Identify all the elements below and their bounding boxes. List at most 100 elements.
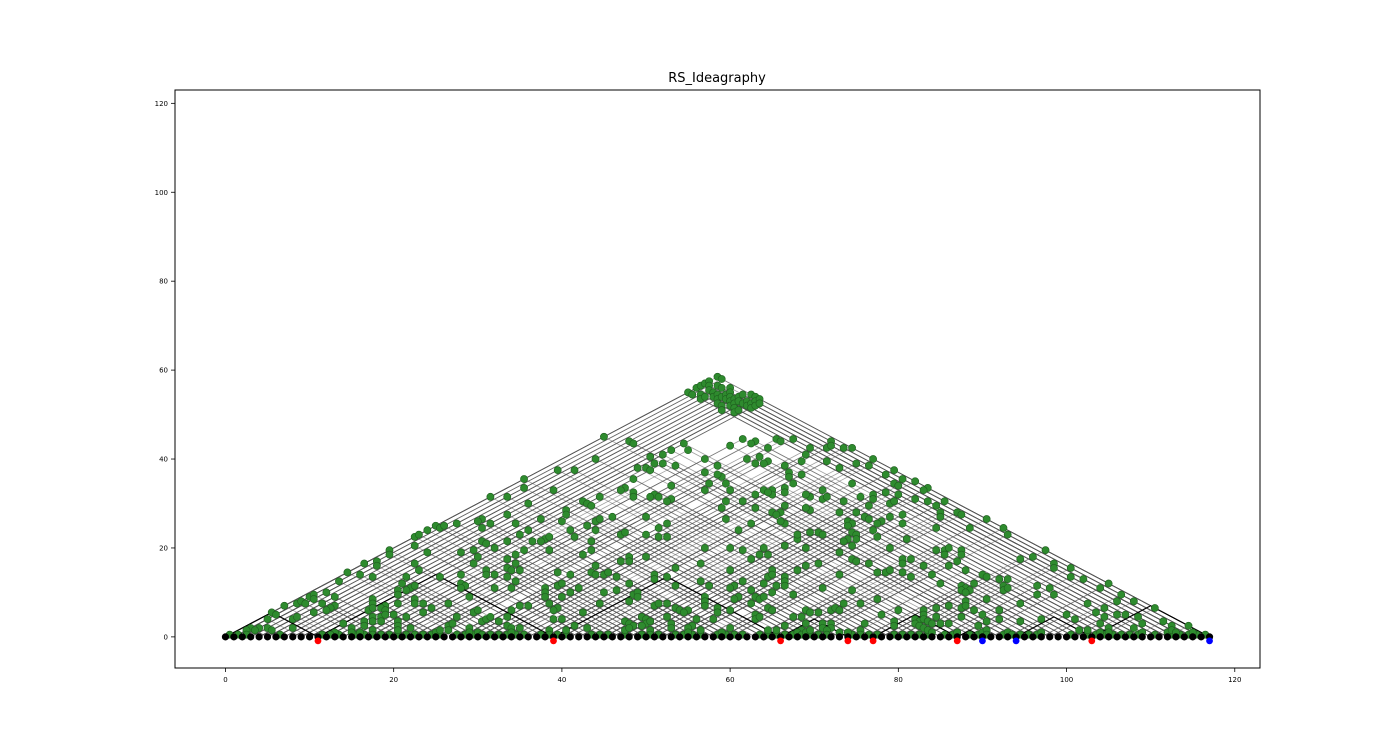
move-node	[852, 633, 860, 641]
link-node	[869, 455, 878, 463]
link-node	[911, 477, 920, 486]
link-node	[747, 599, 756, 608]
move-node	[398, 633, 406, 641]
link-node	[726, 544, 735, 552]
link-node	[801, 561, 810, 570]
link-node	[827, 441, 835, 450]
link-line	[401, 587, 495, 638]
link-node	[797, 612, 806, 621]
link-node	[1079, 575, 1088, 583]
link-node	[536, 515, 545, 523]
move-node	[305, 633, 314, 641]
link-node	[806, 626, 814, 635]
link-node	[776, 437, 785, 446]
link-node	[511, 519, 520, 528]
link-line	[557, 607, 613, 638]
link-node	[780, 621, 789, 630]
link-line	[486, 500, 743, 638]
link-node	[911, 495, 920, 503]
move-node	[575, 633, 583, 641]
link-node	[650, 575, 659, 583]
link-line	[519, 592, 605, 638]
link-line	[864, 585, 962, 638]
move-node	[373, 633, 381, 641]
link-node	[591, 570, 600, 579]
link-node	[717, 406, 726, 415]
link-node	[898, 519, 907, 528]
link-node	[1033, 590, 1042, 599]
critical-move-red	[550, 637, 557, 645]
link-node	[860, 619, 869, 628]
link-node	[515, 624, 524, 632]
link-node	[793, 530, 802, 539]
link-node	[982, 515, 991, 523]
link-node	[553, 466, 562, 475]
link-line	[767, 447, 1126, 638]
link-node	[473, 517, 482, 526]
move-node	[1113, 633, 1121, 641]
move-node	[1071, 633, 1079, 641]
link-node	[524, 499, 533, 508]
link-node	[700, 468, 709, 477]
link-node	[814, 608, 823, 617]
link-node	[663, 497, 671, 506]
link-node	[726, 566, 735, 575]
link-node	[835, 548, 844, 557]
move-node	[633, 633, 642, 641]
link-line	[242, 385, 718, 638]
link-line	[704, 558, 853, 638]
link-node	[738, 577, 747, 586]
link-node	[553, 568, 562, 577]
link-node	[801, 490, 810, 499]
move-node	[482, 633, 490, 641]
move-node	[810, 633, 818, 641]
link-node	[574, 584, 583, 592]
link-node	[772, 581, 781, 590]
link-node	[864, 461, 873, 470]
link-node	[856, 492, 865, 501]
link-node	[1096, 584, 1105, 592]
link-node	[671, 461, 680, 470]
link-node	[524, 601, 533, 610]
link-node	[1100, 604, 1109, 612]
link-node	[940, 497, 949, 506]
link-node	[309, 595, 318, 603]
link-node	[1033, 581, 1042, 590]
link-line	[797, 534, 992, 638]
link-line	[805, 507, 1050, 638]
link-node	[700, 601, 709, 610]
link-node	[780, 501, 789, 510]
link-node	[852, 508, 861, 517]
link-line	[755, 609, 807, 638]
link-node	[907, 555, 915, 563]
link-node	[1029, 552, 1037, 561]
link-node	[890, 621, 899, 630]
move-node	[987, 633, 995, 641]
link-node	[713, 461, 722, 470]
link-line	[250, 387, 722, 638]
link-node	[801, 544, 810, 552]
link-node	[473, 552, 482, 561]
move-node	[415, 633, 423, 641]
move-node	[962, 633, 970, 641]
link-node	[890, 466, 899, 475]
link-node	[642, 552, 650, 561]
move-node	[802, 633, 810, 641]
link-node	[768, 570, 777, 579]
link-node	[953, 557, 962, 566]
link-node	[511, 559, 520, 568]
link-node	[457, 584, 465, 592]
move-node	[297, 633, 305, 641]
link-node	[995, 575, 1004, 583]
move-node	[650, 633, 659, 641]
link-node	[654, 524, 663, 532]
link-node	[764, 626, 772, 635]
link-node	[335, 577, 343, 586]
move-node	[642, 633, 650, 641]
link-node	[557, 592, 566, 601]
move-node	[743, 633, 751, 641]
link-node	[1045, 584, 1054, 592]
move-node	[364, 633, 373, 641]
link-node	[713, 608, 722, 617]
link-node	[637, 621, 646, 630]
